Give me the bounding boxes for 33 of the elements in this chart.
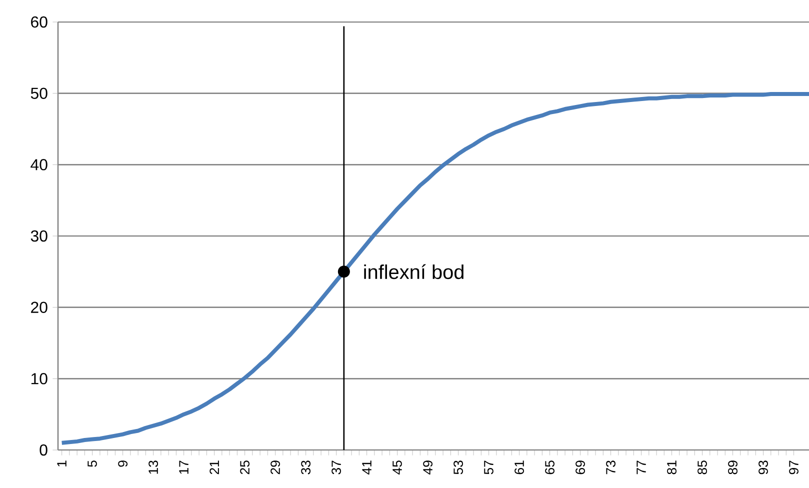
y-tick-label: 0 — [40, 444, 48, 456]
x-tick-label: 97 — [789, 460, 798, 474]
x-tick-label: 65 — [545, 460, 554, 474]
x-tick-label: 41 — [362, 460, 372, 474]
x-tick-label: 53 — [454, 460, 463, 474]
y-tick-label: 20 — [31, 302, 48, 313]
x-tick-label: 73 — [606, 460, 616, 474]
y-tick-label: 30 — [30, 230, 48, 242]
x-tick-label: 33 — [301, 460, 310, 474]
y-tick-label: 50 — [30, 88, 48, 99]
x-tick-label: 37 — [332, 460, 341, 474]
y-tick-label: 40 — [30, 159, 48, 170]
x-tick-label: 13 — [148, 460, 158, 474]
x-tick-label: 93 — [758, 460, 768, 474]
x-tick-label: 45 — [392, 460, 402, 474]
x-tick-label: 77 — [636, 460, 646, 474]
y-tick-label: 60 — [31, 16, 48, 28]
x-tick-label: 49 — [423, 460, 432, 474]
x-tick-label: 69 — [576, 460, 585, 474]
x-tick-label: 89 — [728, 460, 738, 474]
y-tick-label: 10 — [31, 373, 48, 384]
x-tick-label: 25 — [240, 460, 250, 474]
x-tick-label: 21 — [210, 460, 219, 474]
x-tick-label: 61 — [514, 460, 524, 474]
x-tick-label: 81 — [667, 460, 676, 474]
x-tick-label: 1 — [57, 460, 66, 466]
x-tick-label: 5 — [88, 460, 97, 467]
x-tick-label: 9 — [118, 460, 128, 467]
x-tick-label: 57 — [484, 460, 494, 474]
x-tick-label: 29 — [270, 460, 280, 474]
x-tick-label: 17 — [179, 460, 188, 474]
x-tick-label: 85 — [698, 460, 707, 474]
annotation: inflexní bod — [364, 264, 464, 280]
